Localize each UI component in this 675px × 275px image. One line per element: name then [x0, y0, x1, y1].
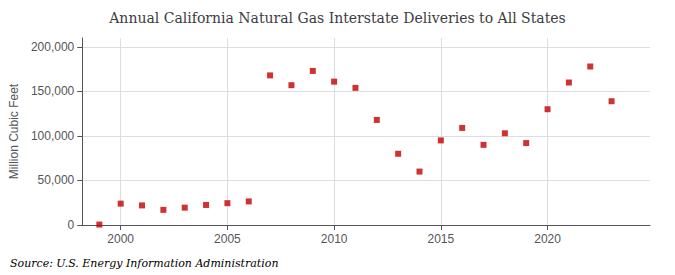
svg-text:100,000: 100,000: [31, 129, 75, 143]
svg-text:200,000: 200,000: [31, 40, 75, 54]
svg-text:0: 0: [68, 218, 75, 232]
svg-text:50,000: 50,000: [38, 173, 75, 187]
svg-text:2015: 2015: [427, 232, 454, 246]
svg-text:2010: 2010: [321, 232, 348, 246]
svg-text:2000: 2000: [107, 232, 134, 246]
svg-text:2020: 2020: [534, 232, 561, 246]
svg-text:Million Cubic Feet: Million Cubic Feet: [7, 83, 21, 179]
svg-text:Annual California Natural Gas: Annual California Natural Gas Interstate…: [108, 10, 566, 26]
svg-text:Source: U.S. Energy Informatio: Source: U.S. Energy Information Administ…: [10, 257, 278, 270]
svg-text:150,000: 150,000: [31, 84, 75, 98]
svg-text:2005: 2005: [214, 232, 241, 246]
